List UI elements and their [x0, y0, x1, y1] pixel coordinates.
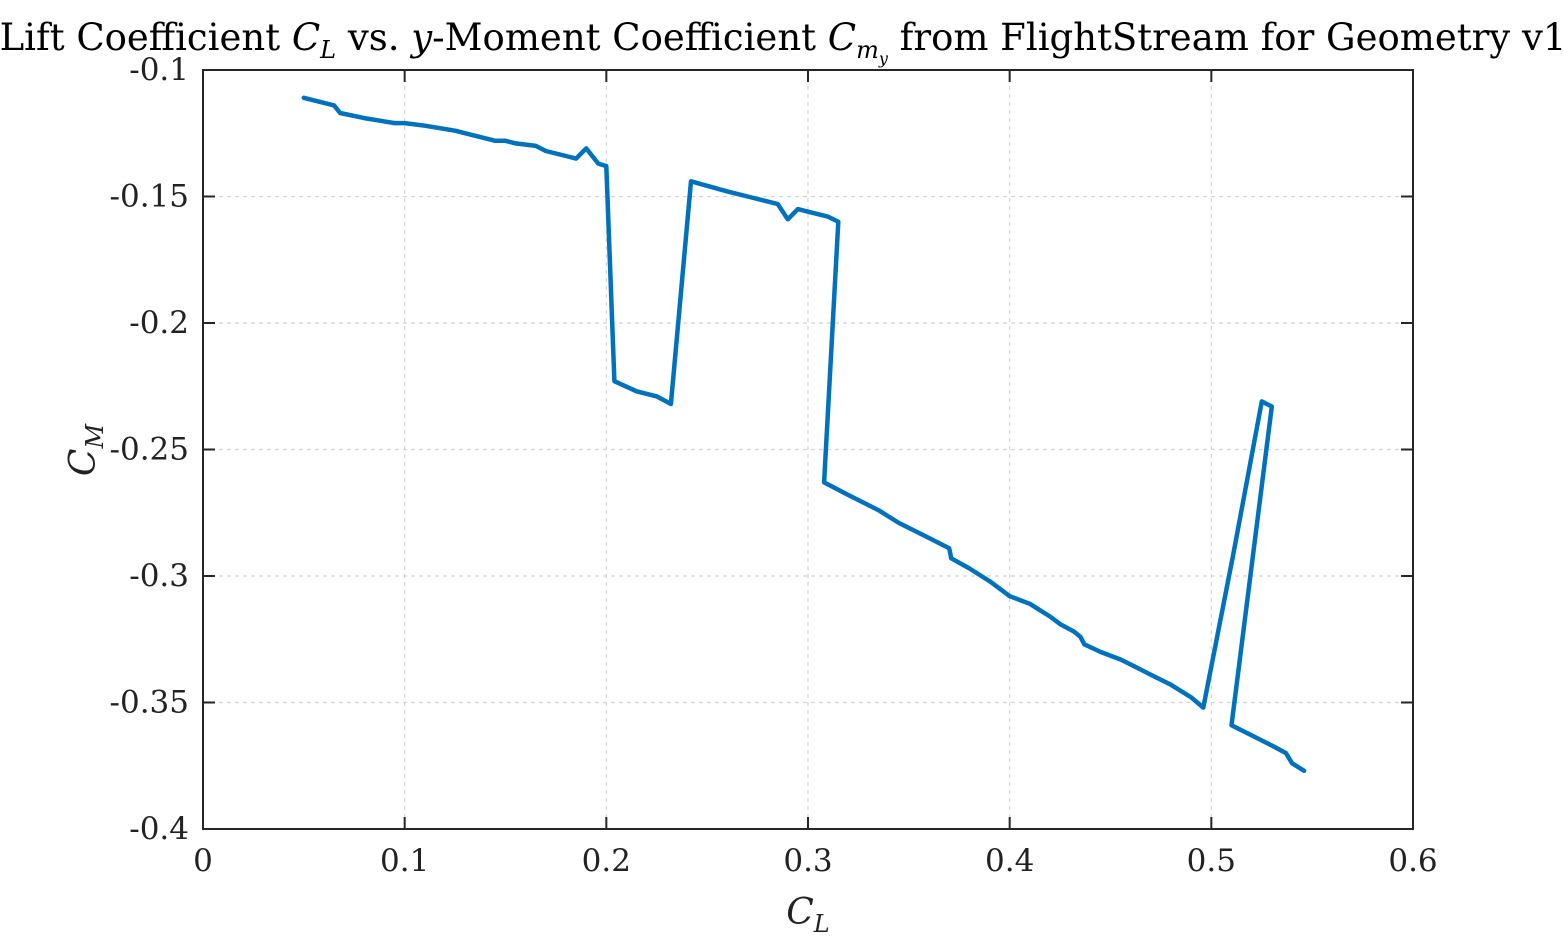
y-axis-label: CM [63, 423, 109, 477]
y-tick-label: -0.3 [129, 558, 189, 594]
y-tick-label: -0.35 [110, 685, 190, 721]
y-tick-label: -0.1 [129, 52, 189, 88]
x-tick-label: 0.6 [1388, 843, 1437, 879]
x-tick-label: 0.4 [985, 843, 1034, 879]
x-tick-label: 0 [193, 843, 213, 879]
chart-title: Lift Coefficient CL vs. y-Moment Coeffic… [0, 16, 1563, 68]
x-tick-label: 0.5 [1187, 843, 1236, 879]
x-tick-label: 0.3 [783, 843, 832, 879]
y-tick-label: -0.15 [110, 179, 190, 215]
x-tick-labels: 0 0.1 0.2 0.3 0.4 0.5 0.6 [193, 843, 1438, 879]
y-tick-label: -0.4 [129, 811, 189, 847]
x-tick-label: 0.1 [380, 843, 429, 879]
y-tick-labels: -0.4 -0.35 -0.3 -0.25 -0.2 -0.15 -0.1 [110, 52, 190, 847]
axis-ticks [202, 69, 1414, 830]
series-line [301, 95, 1307, 774]
grid [203, 70, 1413, 829]
x-axis-label: CL [786, 892, 829, 938]
series-layer [301, 95, 1307, 774]
y-tick-label: -0.2 [129, 305, 189, 341]
y-tick-label: -0.25 [110, 432, 190, 468]
x-tick-label: 0.2 [582, 843, 631, 879]
